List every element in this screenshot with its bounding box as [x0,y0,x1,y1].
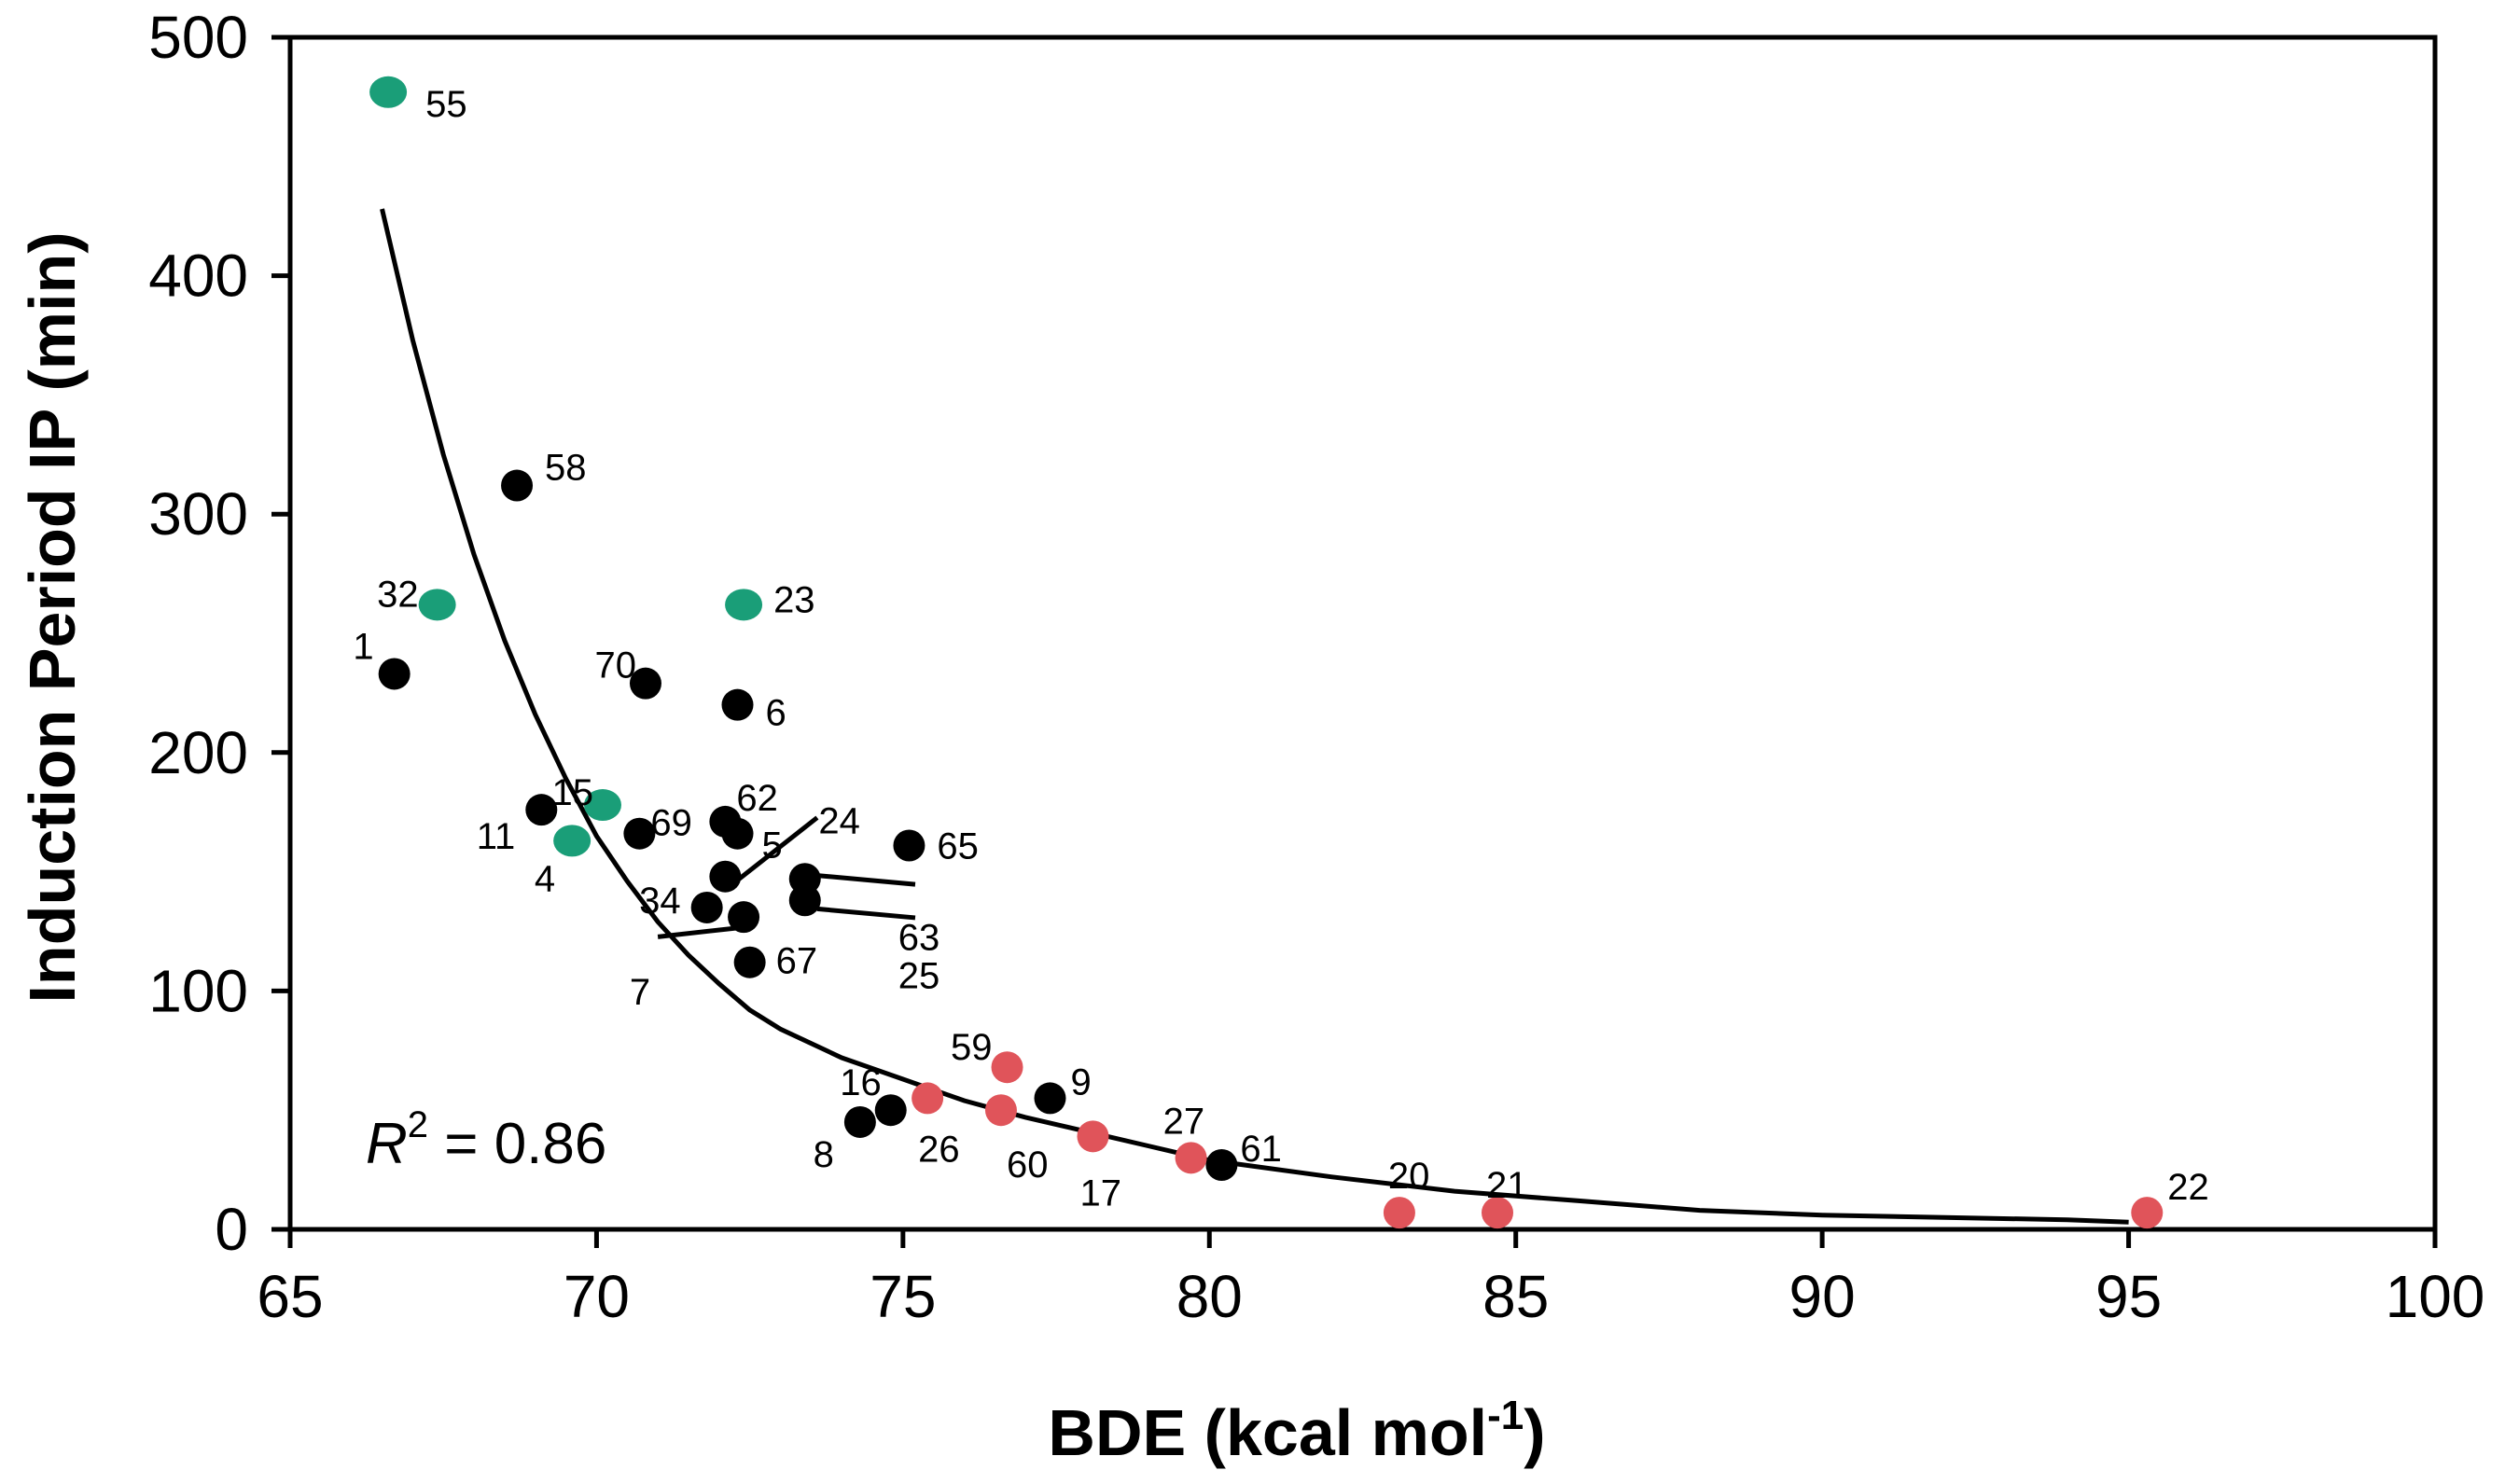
data-point-1 [378,658,411,690]
point-label-6: 6 [766,693,786,734]
data-point-26 [912,1082,944,1115]
r-squared-annotation: R2 = 0.86 [366,1104,606,1176]
data-point-11 [525,794,558,826]
leader-line-25 [816,906,916,921]
point-label-58: 58 [545,448,587,489]
point-label-4: 4 [535,858,555,899]
data-point-55 [369,76,408,108]
y-tick-label: 500 [148,4,248,71]
point-label-69: 69 [650,803,692,844]
data-point-60 [984,1094,1017,1127]
x-axis-title-end: ) [1524,1396,1545,1469]
point-label-65: 65 [937,825,979,867]
x-axis-title-main: BDE (kcal mol [1048,1396,1487,1469]
point-label-27: 27 [1163,1101,1205,1142]
data-point-70 [629,667,661,700]
data-point-22 [2131,1197,2164,1229]
data-point-32 [418,589,456,621]
y-tick-label: 200 [148,719,248,786]
x-tick-label: 80 [1176,1263,1243,1330]
data-point-20 [1383,1197,1415,1229]
point-label-21: 21 [1486,1165,1528,1206]
x-tick-label: 65 [257,1263,323,1330]
point-label-23: 23 [773,579,815,620]
x-tick-label: 85 [1482,1263,1549,1330]
data-point-9 [1034,1082,1066,1115]
point-label-20: 20 [1388,1156,1430,1197]
point-label-60: 60 [1007,1144,1049,1186]
data-point-15 [583,789,621,822]
leader-line-7 [657,925,738,939]
x-tick-label: 75 [870,1263,936,1330]
point-label-9: 9 [1071,1061,1092,1103]
leader-line-63 [816,873,916,887]
x-tick-label: 95 [2095,1263,2162,1330]
point-label-26: 26 [918,1129,959,1170]
point-label-25: 25 [898,955,940,996]
data-point-23 [725,589,763,621]
point-label-61: 61 [1240,1129,1282,1170]
point-label-11: 11 [477,816,516,857]
y-axis-title: Induction Period IP (min) [16,231,89,1003]
point-label-22: 22 [2167,1167,2209,1208]
x-tick-label: 70 [564,1263,630,1330]
r-value: = 0.86 [428,1112,606,1176]
data-point-69 [623,817,656,850]
leader-line-24 [735,815,819,882]
fit-curve [380,208,2129,1225]
y-tick-label: 400 [148,243,248,310]
y-tick-label: 300 [148,480,248,548]
y-tick-label: 100 [148,957,248,1024]
point-label-17: 17 [1079,1172,1121,1214]
data-point-25 [788,884,821,917]
x-axis-title: BDE (kcal mol-1) [1048,1393,1545,1469]
data-point-16 [874,1094,907,1127]
point-label-8: 8 [814,1134,834,1175]
data-point-6 [721,688,754,721]
point-label-62: 62 [736,778,778,819]
point-label-1: 1 [353,626,373,667]
data-point-61 [1205,1148,1238,1181]
point-label-32: 32 [377,574,419,615]
data-point-5 [721,817,754,850]
x-tick-label: 90 [1789,1263,1856,1330]
point-label-34: 34 [639,881,681,922]
data-point-58 [501,469,534,502]
y-tick-label: 0 [215,1196,248,1263]
point-label-59: 59 [951,1027,993,1068]
data-point-4 [553,825,591,857]
data-point-67 [733,946,766,978]
data-point-21 [1482,1197,1514,1229]
x-axis-title-sup: -1 [1487,1393,1524,1438]
plot-frame [287,35,2438,1232]
data-point-24 [709,860,742,893]
data-point-17 [1077,1120,1109,1153]
point-label-70: 70 [594,645,636,687]
data-point-8 [843,1105,876,1138]
point-label-24: 24 [818,801,860,842]
data-point-34 [690,891,723,923]
point-label-7: 7 [630,972,650,1013]
data-point-59 [991,1051,1023,1084]
data-points [369,76,2164,1229]
point-label-16: 16 [840,1062,882,1103]
leader-lines [657,815,916,939]
point-label-67: 67 [776,941,818,982]
data-point-65 [893,829,925,862]
point-label-5: 5 [762,825,783,867]
point-label-63: 63 [898,917,940,958]
r-superscript: 2 [408,1104,428,1145]
data-point-7 [728,901,760,934]
r-letter: R [366,1112,408,1176]
point-label-55: 55 [425,84,467,125]
point-label-15: 15 [551,772,593,813]
data-point-27 [1175,1142,1207,1174]
x-tick-label: 100 [2386,1263,2485,1330]
